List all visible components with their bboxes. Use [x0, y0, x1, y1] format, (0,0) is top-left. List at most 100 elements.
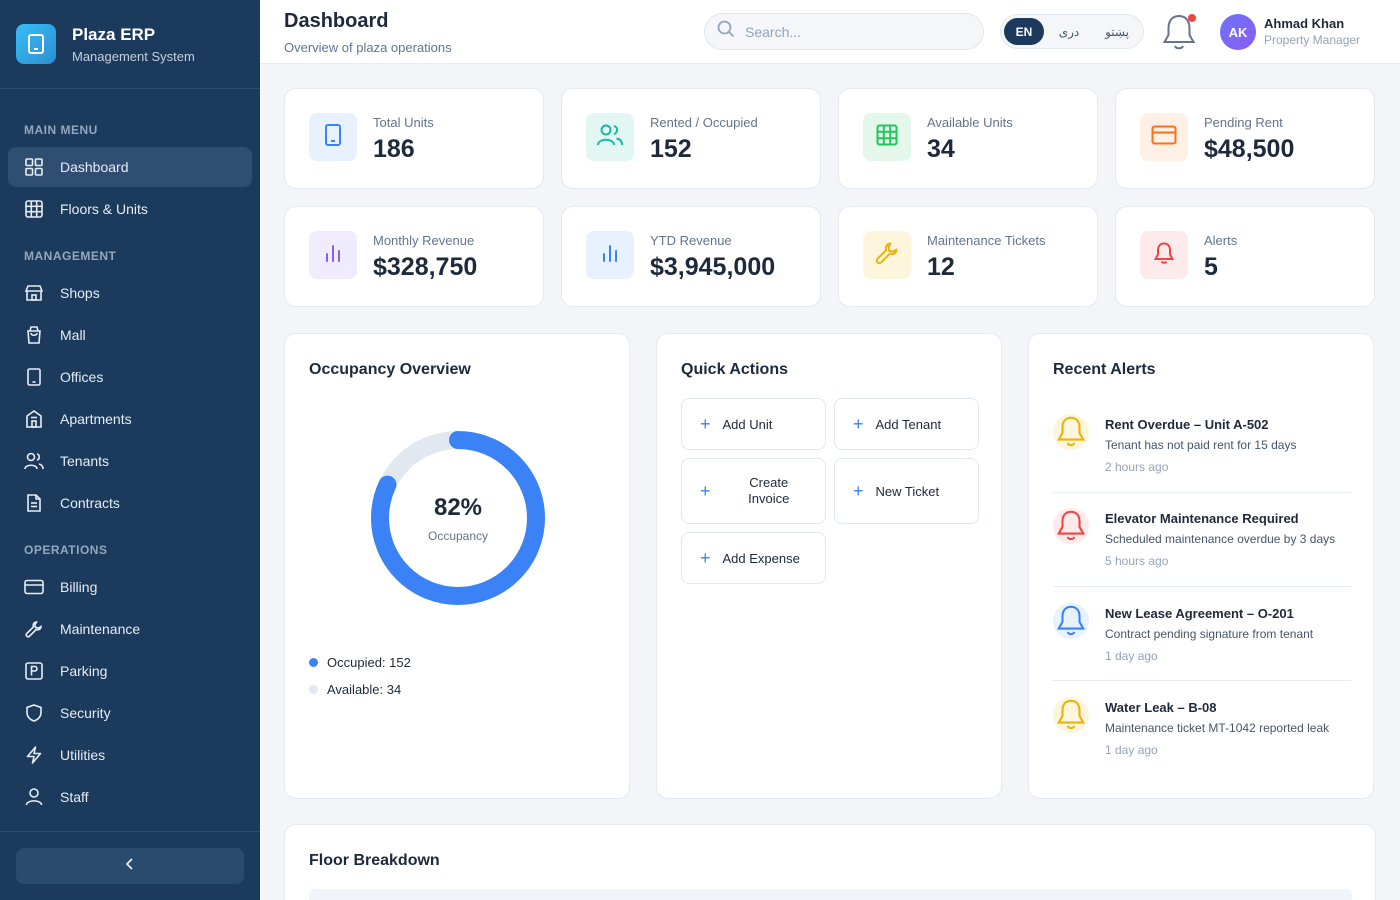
stat-card-total-units: Total Units 186 — [284, 88, 544, 189]
notification-dot — [1188, 14, 1196, 22]
language-switcher: EN دری پښتو — [1000, 14, 1144, 49]
alert-description: Contract pending signature from tenant — [1105, 627, 1314, 641]
brand-logo-icon — [16, 24, 56, 64]
credit-card-icon — [1151, 125, 1177, 150]
sidebar-item-maintenance[interactable]: Maintenance — [8, 609, 252, 649]
avatar[interactable]: AK — [1220, 14, 1256, 50]
quick-actions-panel: Quick Actions + Add Unit + Add Tenant + Cre… — [656, 333, 1002, 799]
sidebar-item-label: Mall — [60, 327, 86, 343]
top-header: Dashboard Overview of plaza operations E… — [260, 0, 1400, 64]
sidebar: Plaza ERP Management System Main Menu Da… — [0, 0, 260, 900]
sidebar-item-label: Maintenance — [60, 621, 141, 637]
sidebar-item-security[interactable]: Security — [8, 693, 252, 733]
sidebar-item-floors-units[interactable]: Floors & Units — [8, 189, 252, 229]
sidebar-item-dashboard[interactable]: Dashboard — [8, 147, 252, 187]
stat-value: 5 — [1204, 253, 1218, 281]
sidebar-item-mall[interactable]: Mall — [8, 315, 252, 355]
stat-icon-bg — [863, 231, 911, 279]
sidebar-item-parking[interactable]: Parking — [8, 651, 252, 691]
collapse-sidebar-button[interactable] — [16, 848, 244, 884]
alert-description: Scheduled maintenance overdue by 3 days — [1105, 532, 1336, 546]
alert-item[interactable]: Elevator Maintenance Required Scheduled … — [1053, 508, 1351, 602]
panel-title: Quick Actions — [681, 361, 788, 378]
sidebar-item-billing[interactable]: Billing — [8, 567, 252, 607]
stat-label: Rented / Occupied — [650, 115, 758, 130]
plus-icon: + — [700, 414, 711, 434]
page-title: Dashboard — [284, 10, 389, 32]
alert-item[interactable]: Water Leak – B-08 Maintenance ticket MT-… — [1053, 697, 1351, 791]
bolt-icon — [24, 745, 44, 765]
search-input[interactable] — [745, 23, 965, 40]
alert-time: 1 day ago — [1105, 743, 1158, 757]
building-icon — [24, 409, 44, 429]
sidebar-item-label: Contracts — [60, 495, 120, 511]
credit-card-icon — [24, 577, 44, 597]
plus-icon: + — [853, 414, 864, 434]
stat-label: Maintenance Tickets — [927, 233, 1046, 248]
sidebar-item-offices[interactable]: Offices — [8, 357, 252, 397]
alert-item[interactable]: New Lease Agreement – O-201 Contract pen… — [1053, 603, 1351, 697]
brand-subtitle: Management System — [72, 48, 195, 64]
sidebar-item-label: Shops — [60, 285, 100, 301]
lang-pashto-button[interactable]: پښتو — [1105, 24, 1129, 39]
sidebar-item-utilities[interactable]: Utilities — [8, 735, 252, 775]
user-role: Property Manager — [1264, 33, 1361, 47]
alert-title: Rent Overdue – Unit A-502 — [1105, 417, 1269, 432]
nav-section-main: Main Menu — [24, 123, 98, 137]
users-icon — [597, 124, 623, 151]
alert-description: Maintenance ticket MT-1042 reported leak — [1105, 721, 1330, 735]
legend-dot — [309, 685, 318, 694]
panel-title: Recent Alerts — [1053, 361, 1156, 378]
bell-icon — [1158, 14, 1200, 56]
add-unit-button[interactable]: + Add Unit — [681, 398, 826, 450]
bell-icon — [1053, 697, 1089, 733]
add-tenant-button[interactable]: + Add Tenant — [834, 398, 979, 450]
stat-icon-bg — [586, 113, 634, 161]
legend-label: Available: 34 — [327, 682, 402, 697]
page-subtitle: Overview of plaza operations — [284, 40, 452, 55]
plus-icon: + — [700, 548, 711, 568]
stat-value: 34 — [927, 135, 955, 163]
alert-item[interactable]: Rent Overdue – Unit A-502 Tenant has not… — [1053, 414, 1351, 508]
sidebar-item-label: Billing — [60, 579, 98, 595]
stat-value: 152 — [650, 135, 692, 163]
alert-time: 5 hours ago — [1105, 554, 1169, 568]
search-box[interactable] — [704, 13, 984, 50]
sidebar-item-label: Security — [60, 705, 111, 721]
sidebar-item-tenants[interactable]: Tenants — [8, 441, 252, 481]
lang-en-button[interactable]: EN — [1004, 18, 1044, 45]
floor-breakdown-panel: Floor Breakdown — [284, 824, 1376, 900]
sidebar-item-label: Floors & Units — [60, 201, 148, 217]
user-name: Ahmad Khan — [1264, 16, 1345, 31]
table-grid-icon — [24, 199, 44, 219]
stat-label: Total Units — [373, 115, 434, 130]
bar-chart-icon — [600, 243, 620, 268]
table-grid-icon — [876, 124, 898, 151]
stat-card-maintenance: Maintenance Tickets 12 — [838, 206, 1098, 307]
add-expense-button[interactable]: + Add Expense — [681, 532, 826, 584]
plus-icon: + — [853, 481, 864, 501]
stat-label: Pending Rent — [1204, 115, 1283, 130]
lang-dari-button[interactable]: دری — [1058, 24, 1080, 39]
occupancy-percent: 82% — [433, 494, 483, 521]
notifications-button[interactable] — [1158, 12, 1200, 52]
new-ticket-button[interactable]: + New Ticket — [834, 458, 979, 524]
sidebar-item-shops[interactable]: Shops — [8, 273, 252, 313]
stat-value: 12 — [927, 253, 955, 281]
sidebar-item-contracts[interactable]: Contracts — [8, 483, 252, 523]
legend-label: Occupied: 152 — [327, 655, 411, 670]
stat-icon-bg — [309, 231, 357, 279]
wrench-icon — [875, 241, 899, 270]
alert-title: New Lease Agreement – O-201 — [1105, 606, 1294, 621]
stat-value: $48,500 — [1204, 135, 1295, 163]
recent-alerts-panel: Recent Alerts Rent Overdue – Unit A-502 … — [1028, 333, 1374, 799]
sidebar-item-apartments[interactable]: Apartments — [8, 399, 252, 439]
panel-title: Occupancy Overview — [309, 361, 471, 378]
create-invoice-button[interactable]: + Create Invoice — [681, 458, 826, 524]
users-icon — [24, 451, 44, 471]
sidebar-item-label: Apartments — [60, 411, 132, 427]
sidebar-item-staff[interactable]: Staff — [8, 777, 252, 817]
sidebar-item-label: Tenants — [60, 453, 110, 469]
stat-card-monthly-revenue: Monthly Revenue $328,750 — [284, 206, 544, 307]
grid-icon — [24, 157, 44, 177]
